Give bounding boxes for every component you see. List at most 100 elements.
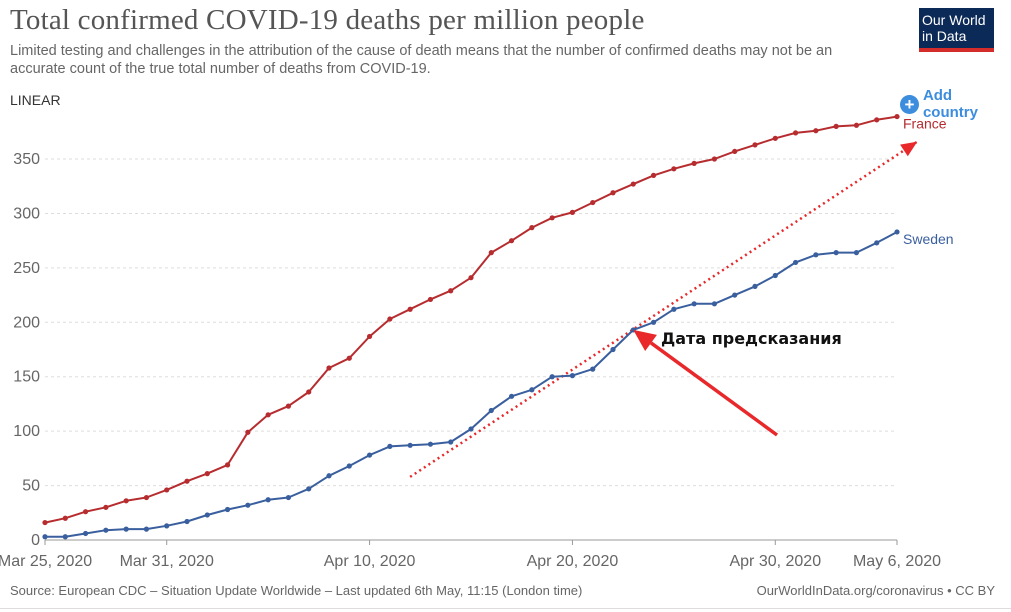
- data-point-france: [630, 181, 636, 187]
- data-point-sweden: [285, 494, 292, 501]
- x-tick-label: Mar 25, 2020: [0, 553, 92, 570]
- plus-icon: +: [900, 94, 919, 114]
- y-tick-label: 0: [31, 532, 40, 549]
- data-point-sweden: [103, 527, 109, 533]
- owid-logo[interactable]: Our World in Data: [919, 8, 994, 52]
- y-tick-label: 300: [13, 205, 40, 222]
- data-point-sweden: [407, 442, 413, 448]
- x-tick-label: Apr 10, 2020: [324, 553, 416, 570]
- data-point-sweden: [326, 473, 332, 479]
- source-note: Source: European CDC – Situation Update …: [10, 583, 583, 598]
- data-point-sweden: [164, 523, 170, 529]
- data-point-sweden: [894, 229, 900, 235]
- trend-arrowhead: [900, 141, 918, 157]
- data-point-sweden: [752, 283, 758, 289]
- data-point-france: [285, 403, 292, 409]
- x-tick-label: Apr 20, 2020: [527, 553, 619, 570]
- data-point-sweden: [346, 463, 352, 469]
- annotation-arrowhead: [633, 329, 657, 351]
- data-point-sweden: [508, 393, 515, 399]
- data-point-sweden: [387, 443, 393, 449]
- data-point-france: [326, 365, 332, 371]
- data-point-sweden: [590, 366, 596, 372]
- series-line-france: [44, 115, 898, 524]
- data-point-france: [792, 130, 799, 136]
- data-point-sweden: [529, 387, 535, 393]
- data-point-sweden: [671, 306, 677, 312]
- data-point-france: [488, 250, 494, 256]
- scale-toggle[interactable]: LINEAR: [10, 92, 61, 108]
- data-point-france: [711, 156, 718, 162]
- data-point-sweden: [833, 250, 839, 256]
- series-layer: France Sweden: [42, 113, 954, 540]
- y-tick-label: 150: [13, 369, 40, 386]
- data-point-sweden: [62, 534, 68, 540]
- y-tick-label: 50: [22, 478, 40, 495]
- data-point-sweden: [468, 426, 474, 432]
- chart-title: Total confirmed COVID-19 deaths per mill…: [10, 4, 645, 36]
- add-country-button[interactable]: + Add country: [900, 87, 1011, 121]
- data-point-france: [245, 429, 251, 435]
- data-point-sweden: [853, 250, 860, 256]
- data-point-france: [752, 142, 758, 148]
- data-point-france: [346, 355, 352, 361]
- data-point-sweden: [874, 240, 880, 246]
- y-tick-label: 200: [13, 314, 40, 331]
- data-point-france: [103, 504, 109, 510]
- data-point-france: [813, 128, 819, 134]
- data-point-sweden: [224, 506, 231, 513]
- data-point-france: [732, 148, 738, 155]
- data-point-france: [224, 462, 231, 468]
- data-point-france: [265, 412, 271, 418]
- annotation-arrow-line: [650, 341, 779, 437]
- data-point-france: [306, 389, 312, 395]
- data-point-france: [184, 478, 190, 484]
- data-point-sweden: [792, 259, 799, 266]
- data-point-france: [691, 160, 697, 166]
- data-point-france: [772, 135, 778, 141]
- data-point-sweden: [772, 272, 778, 279]
- data-point-france: [204, 471, 210, 477]
- data-point-france: [549, 215, 555, 221]
- annotation-label: Дата предсказания: [661, 329, 842, 348]
- add-country-label: Add country: [922, 87, 978, 121]
- data-point-sweden: [427, 441, 434, 447]
- data-point-france: [164, 487, 170, 493]
- data-point-france: [448, 288, 454, 294]
- data-point-france: [366, 333, 373, 340]
- data-point-france: [529, 225, 535, 231]
- data-point-sweden: [123, 526, 129, 532]
- x-tick-label: May 6, 2020: [853, 553, 941, 570]
- source-link[interactable]: OurWorldInData.org/coronavirus • CC BY: [756, 583, 995, 598]
- x-tick-label: Apr 30, 2020: [729, 553, 821, 570]
- trend-line: [409, 140, 918, 478]
- data-point-sweden: [488, 407, 494, 414]
- series-label-sweden: Sweden: [903, 231, 954, 247]
- data-point-france: [590, 199, 596, 206]
- data-point-sweden: [42, 534, 48, 540]
- data-point-france: [62, 515, 68, 521]
- data-point-france: [468, 275, 474, 281]
- data-point-sweden: [610, 346, 616, 353]
- data-point-france: [387, 316, 393, 322]
- axis-layer: 0 50 100 150 200 250 300 350 Mar 25, 2020 Mar 31,…: [0, 151, 941, 570]
- data-point-sweden: [711, 301, 718, 307]
- data-point-sweden: [245, 502, 251, 508]
- data-point-sweden: [204, 512, 210, 518]
- data-point-france: [508, 238, 515, 244]
- data-point-sweden: [691, 301, 697, 307]
- data-point-sweden: [366, 452, 373, 458]
- data-point-france: [874, 117, 880, 123]
- data-point-france: [894, 113, 900, 120]
- data-point-france: [610, 190, 616, 196]
- x-tick-label: Mar 31, 2020: [120, 553, 214, 570]
- y-tick-label: 350: [13, 151, 40, 168]
- chart-subtitle: Limited testing and challenges in the at…: [10, 43, 833, 77]
- data-point-france: [143, 494, 150, 501]
- data-point-france: [853, 122, 860, 128]
- annotation-layer: Дата предсказания: [633, 329, 842, 437]
- data-point-sweden: [143, 526, 150, 532]
- data-point-sweden: [569, 373, 576, 379]
- data-point-france: [671, 166, 677, 172]
